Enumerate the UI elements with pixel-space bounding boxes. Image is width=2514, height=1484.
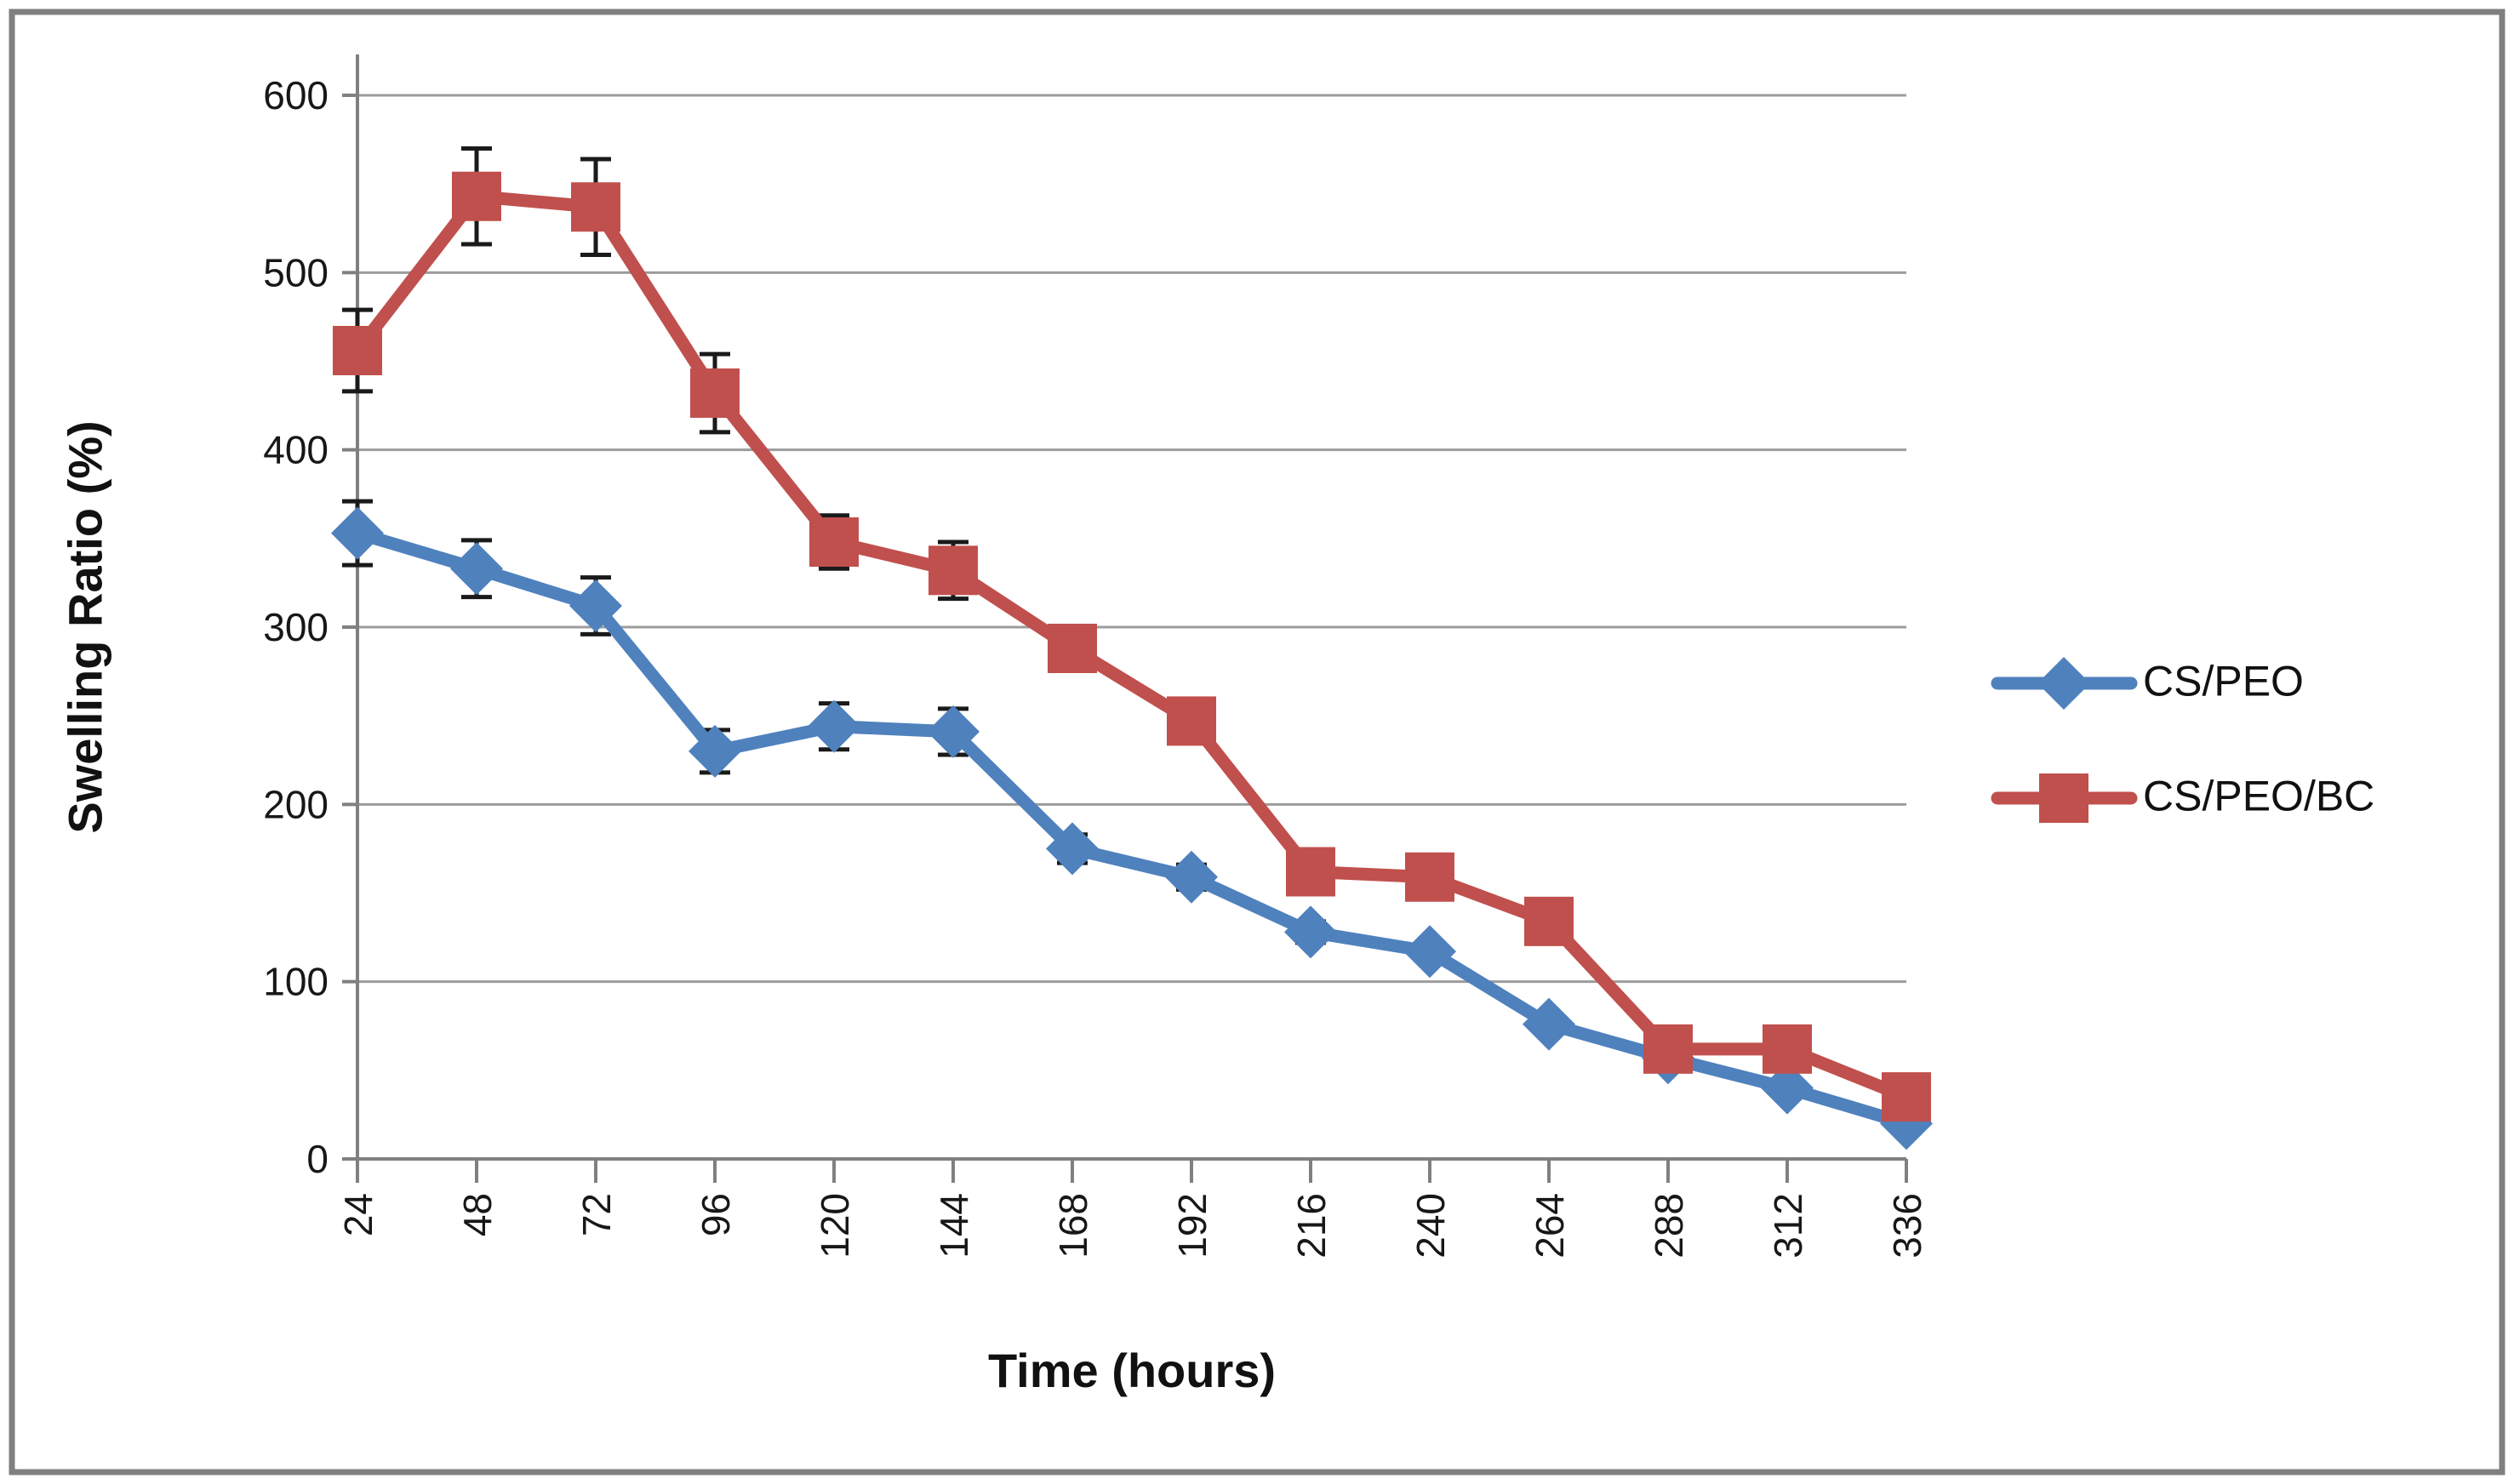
y-tick-label-500: 500 [263, 250, 329, 294]
y-tick-label-300: 300 [263, 605, 329, 649]
marker-CS/PEO/BC-312 [1763, 1024, 1812, 1074]
x-tick-label-288: 288 [1647, 1193, 1691, 1259]
legend-label-cs-peo: CS/PEO [2143, 657, 2304, 705]
marker-CS/PEO-240 [1403, 925, 1456, 979]
x-tick-label-48: 48 [455, 1193, 500, 1236]
x-tick-label-96: 96 [694, 1193, 738, 1236]
marker-CS/PEO-48 [450, 542, 503, 596]
x-tick-label-120: 120 [813, 1193, 857, 1259]
figure-border [9, 9, 2505, 1475]
y-tick-label-100: 100 [263, 960, 329, 1004]
y-tick-label-600: 600 [263, 73, 329, 117]
marker-CS/PEO/BC-336 [1882, 1072, 1931, 1122]
marker-CS/PEO-96 [688, 724, 741, 778]
marker-CS/PEO/BC-72 [571, 182, 620, 232]
marker-CS/PEO/BC-216 [1286, 847, 1335, 897]
marker-CS/PEO/BC-192 [1167, 696, 1216, 746]
x-tick-label-240: 240 [1408, 1193, 1453, 1259]
x-tick-label-168: 168 [1051, 1193, 1095, 1259]
marker-CS/PEO/BC-96 [690, 368, 740, 418]
marker-CS/PEO-144 [927, 705, 980, 758]
marker-CS/PEO/BC-168 [1048, 624, 1097, 673]
legend-marker-CS/PEO [2037, 657, 2090, 710]
marker-CS/PEO/BC-288 [1643, 1024, 1693, 1074]
marker-CS/PEO-192 [1165, 850, 1218, 904]
marker-CS/PEO-120 [808, 699, 860, 753]
marker-CS/PEO/BC-240 [1405, 852, 1454, 902]
marker-CS/PEO-24 [331, 506, 384, 560]
marker-CS/PEO/BC-48 [452, 171, 501, 221]
marker-CS/PEO-264 [1523, 997, 1575, 1051]
legend-label-cs-peo-bc: CS/PEO/BC [2143, 772, 2375, 820]
x-tick-label-216: 216 [1289, 1193, 1334, 1259]
marker-CS/PEO/BC-264 [1524, 896, 1574, 946]
marker-CS/PEO/BC-144 [928, 545, 978, 596]
x-axis-title: Time (hours) [987, 1344, 1277, 1397]
marker-CS/PEO-312 [1761, 1061, 1814, 1115]
y-axis-title: Swelling Ratio (%) [58, 420, 112, 834]
y-tick-label-0: 0 [306, 1137, 329, 1181]
marker-CS/PEO/BC-24 [333, 326, 382, 375]
x-tick-label-24: 24 [336, 1193, 380, 1236]
marker-CS/PEO-216 [1284, 905, 1337, 959]
legend-marker-CS/PEO/BC [2039, 773, 2088, 823]
x-tick-label-144: 144 [932, 1193, 976, 1259]
y-tick-label-200: 200 [263, 782, 329, 826]
series-line-CS/PEO/BC [351, 190, 1913, 1104]
x-tick-label-264: 264 [1528, 1193, 1572, 1259]
x-tick-label-336: 336 [1885, 1193, 1929, 1259]
marker-CS/PEO-72 [569, 579, 622, 632]
x-tick-label-72: 72 [574, 1193, 619, 1236]
x-tick-label-192: 192 [1170, 1193, 1214, 1259]
marker-CS/PEO-168 [1046, 822, 1099, 876]
y-tick-label-400: 400 [263, 428, 329, 472]
x-tick-label-312: 312 [1766, 1193, 1810, 1259]
marker-CS/PEO/BC-120 [809, 517, 859, 567]
